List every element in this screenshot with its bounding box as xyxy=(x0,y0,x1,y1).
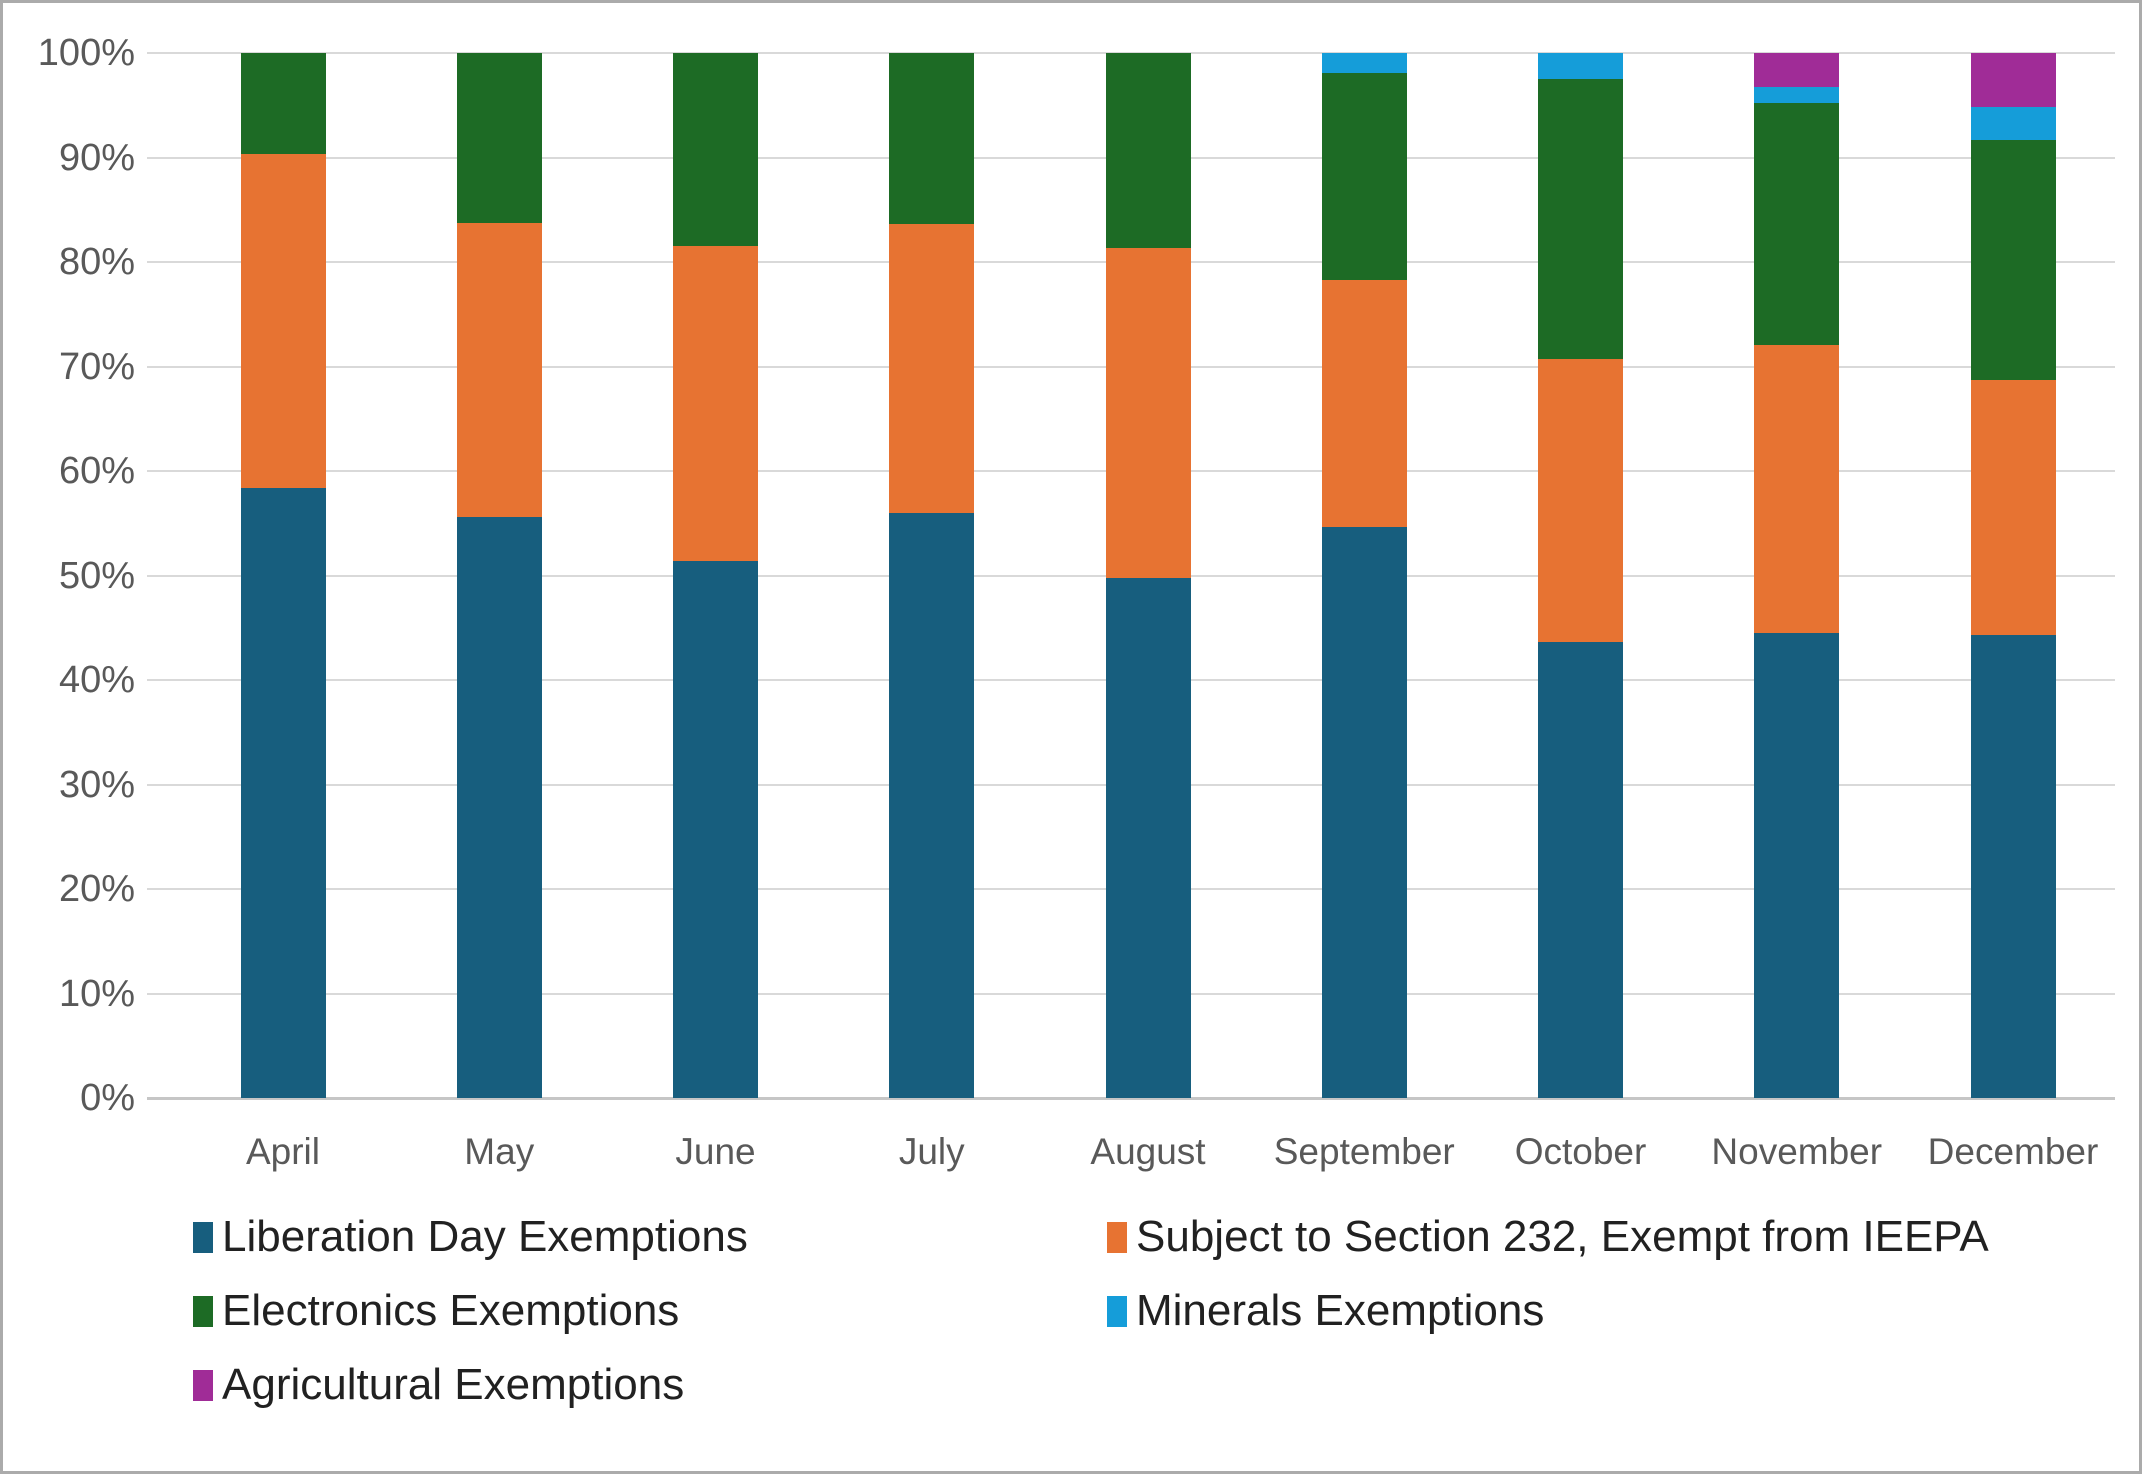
bar-segment-november-minerals-exemptions xyxy=(1754,87,1840,104)
legend-label: Minerals Exemptions xyxy=(1136,1286,1545,1335)
bar-segment-september-minerals-exemptions xyxy=(1321,53,1407,73)
legend-swatch xyxy=(1107,1221,1127,1253)
y-axis-tick-label: 20% xyxy=(58,868,135,910)
bar-segment-july-subject-to-section-232-exempt-from-ieepa xyxy=(889,224,975,513)
bar-segment-december-agricultural-exemptions xyxy=(1970,53,2056,108)
legend-label: Subject to Section 232, Exempt from IEEP… xyxy=(1136,1212,1989,1261)
bar-segment-october-electronics-exemptions xyxy=(1538,79,1623,360)
x-axis-category-label: April xyxy=(245,1131,321,1172)
bar-segment-april-subject-to-section-232-exempt-from-ieepa xyxy=(240,154,326,488)
legend-label: Electronics Exemptions xyxy=(222,1286,680,1335)
plot-area: 0% 10% 20% 30% 40% 50% 60% 70% 80% 90% 100% April Ma… xyxy=(3,3,2142,1477)
bar-segment-may-electronics-exemptions xyxy=(456,53,542,224)
bar-segment-april-electronics-exemptions xyxy=(240,53,326,155)
bar-segment-october-liberation-day-exemptions xyxy=(1538,642,1623,1098)
legend-label: Liberation Day Exemptions xyxy=(222,1212,748,1261)
bar-segment-june-subject-to-section-232-exempt-from-ieepa xyxy=(673,246,758,561)
y-axis-tick-label: 90% xyxy=(58,136,135,179)
bar-segment-december-subject-to-section-232-exempt-from-ieepa xyxy=(1970,380,2056,636)
x-axis-category-label: September xyxy=(1273,1131,1455,1172)
x-axis-category-label: May xyxy=(464,1131,535,1172)
bar-segment-may-subject-to-section-232-exempt-from-ieepa xyxy=(456,223,542,517)
x-axis-category-label: July xyxy=(898,1131,965,1172)
bar-segment-july-electronics-exemptions xyxy=(889,53,975,225)
y-axis-tick-label: 30% xyxy=(58,763,135,806)
x-axis-category-label: August xyxy=(1090,1131,1206,1172)
legend-label: Agricultural Exemptions xyxy=(222,1360,685,1409)
bar-segment-june-liberation-day-exemptions xyxy=(673,560,758,1098)
bar-segment-september-electronics-exemptions xyxy=(1321,72,1407,280)
bar-segment-may-liberation-day-exemptions xyxy=(456,516,542,1098)
y-axis-tick-label: 80% xyxy=(58,241,135,283)
legend: Liberation Day Exemptions Subject to Sect… xyxy=(193,1215,2023,1407)
legend-item-agricultural-exemptions: Agricultural Exemptions xyxy=(193,1363,1107,1407)
bar-segment-december-liberation-day-exemptions xyxy=(1970,635,2056,1098)
y-axis-tick-label: 40% xyxy=(58,659,135,701)
legend-swatch xyxy=(193,1295,213,1327)
x-axis-category-label: June xyxy=(675,1131,756,1172)
bar-segment-september-liberation-day-exemptions xyxy=(1321,527,1407,1098)
x-axis-category-label: December xyxy=(1927,1131,2099,1172)
legend-swatch xyxy=(1107,1295,1127,1327)
bar-segment-december-minerals-exemptions xyxy=(1970,107,2056,140)
x-axis-line xyxy=(147,1097,2115,1100)
legend-swatch xyxy=(193,1369,213,1401)
legend-item-subject-to-section-232-exempt-from-ieepa: Subject to Section 232, Exempt from IEEP… xyxy=(1107,1215,2023,1259)
bar-segment-december-electronics-exemptions xyxy=(1970,139,2056,381)
bar-segment-november-liberation-day-exemptions xyxy=(1754,632,1840,1098)
bar-segment-november-electronics-exemptions xyxy=(1754,103,1840,345)
bar-segment-november-subject-to-section-232-exempt-from-ieepa xyxy=(1754,344,1840,633)
bar-segment-october-subject-to-section-232-exempt-from-ieepa xyxy=(1538,359,1623,643)
y-axis-tick-label: 100% xyxy=(37,32,135,74)
y-axis-tick-label: 70% xyxy=(58,345,135,388)
legend-swatch xyxy=(193,1221,213,1253)
bar-segment-june-electronics-exemptions xyxy=(673,53,758,247)
bar-segment-august-electronics-exemptions xyxy=(1105,53,1191,249)
bar-segment-september-subject-to-section-232-exempt-from-ieepa xyxy=(1321,279,1407,528)
y-axis-tick-label: 0% xyxy=(80,1077,135,1119)
bar-segment-august-subject-to-section-232-exempt-from-ieepa xyxy=(1105,248,1191,578)
x-axis-category-label: November xyxy=(1711,1131,1883,1172)
bar-segment-november-agricultural-exemptions xyxy=(1754,53,1840,88)
x-axis-category-label: October xyxy=(1514,1131,1647,1172)
bar-segment-august-liberation-day-exemptions xyxy=(1105,577,1191,1098)
y-axis-tick-label: 60% xyxy=(58,450,135,492)
legend-item-electronics-exemptions: Electronics Exemptions xyxy=(193,1289,1107,1333)
legend-item-liberation-day-exemptions: Liberation Day Exemptions xyxy=(193,1215,1107,1259)
bar-segment-april-liberation-day-exemptions xyxy=(240,487,326,1098)
y-axis-tick-label: 10% xyxy=(58,972,135,1015)
legend-item-minerals-exemptions: Minerals Exemptions xyxy=(1107,1289,2023,1333)
bar-segment-october-minerals-exemptions xyxy=(1538,53,1623,80)
y-axis-tick-label: 50% xyxy=(58,554,135,597)
bar-segment-july-liberation-day-exemptions xyxy=(889,512,975,1098)
